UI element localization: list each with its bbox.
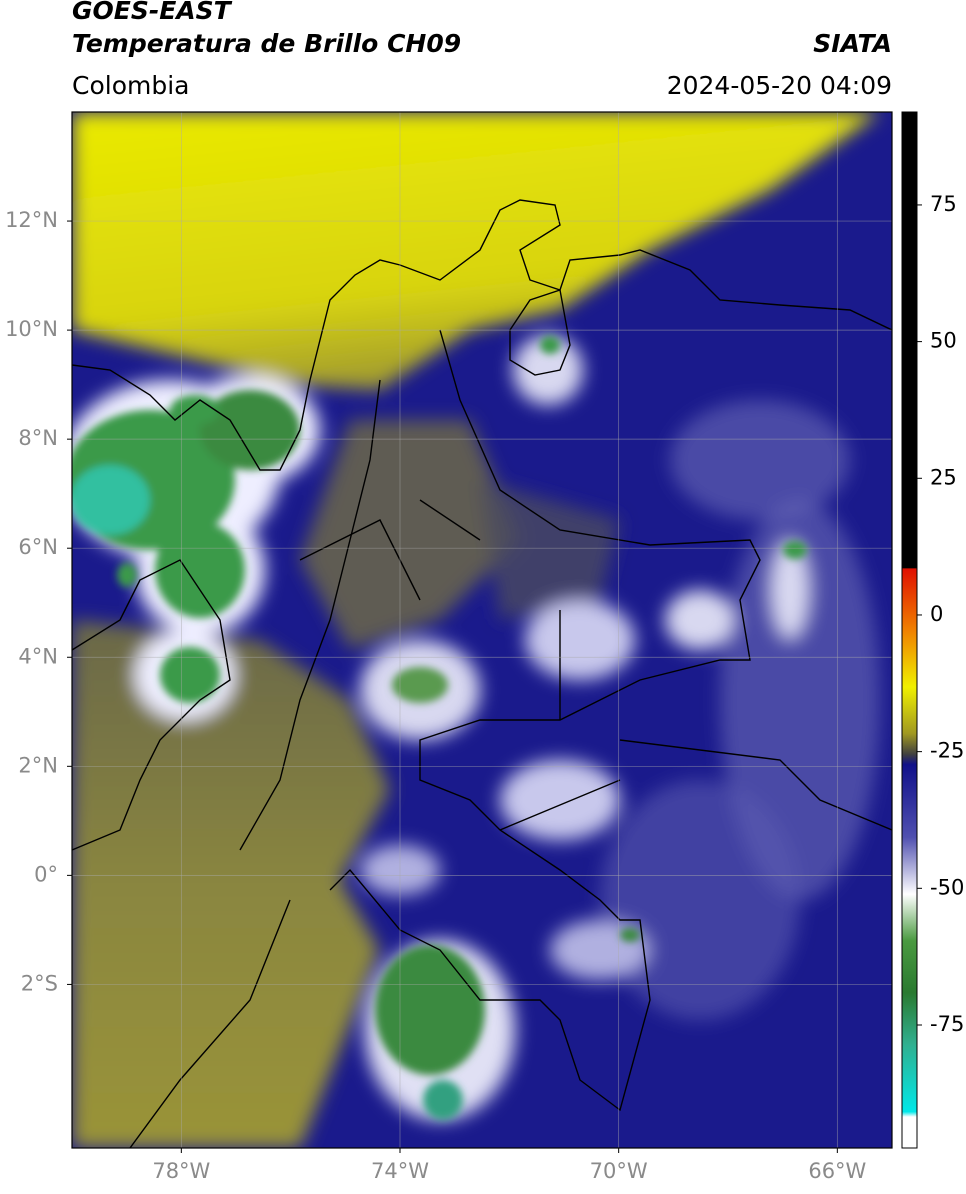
colorbar-tick-label: 50 — [930, 329, 957, 353]
title: GOES-EAST — [72, 0, 233, 25]
y-tick-label: 2°S — [21, 971, 58, 995]
colorbar-tick-label: 0 — [930, 602, 943, 626]
colorbar-tick-label: -75 — [930, 1012, 964, 1036]
y-tick-label: 0° — [34, 862, 58, 886]
x-tick-label: 74°W — [371, 1159, 429, 1183]
map-frame — [71, 111, 893, 1149]
y-tick-label: 12°N — [5, 208, 58, 232]
y-tick-label: 2°N — [18, 753, 58, 777]
colorbar — [901, 111, 918, 1149]
colorbar-tick-label: -25 — [930, 739, 964, 763]
colorbar-tick-label: -50 — [930, 875, 964, 899]
x-tick-label: 78°W — [152, 1159, 210, 1183]
colorbar-tick-label: 75 — [930, 192, 957, 216]
y-tick-label: 8°N — [18, 426, 58, 450]
x-tick-label: 70°W — [590, 1159, 648, 1183]
x-tick-label: 66°W — [808, 1159, 866, 1183]
y-tick-label: 10°N — [5, 317, 58, 341]
satellite-image — [72, 112, 892, 1148]
y-tick-label: 6°N — [18, 535, 58, 559]
colorbar-tick-label: 25 — [930, 465, 957, 489]
region: Colombia — [72, 71, 189, 100]
datetime: 2024-05-20 04:09 — [667, 71, 892, 100]
title: Temperatura de Brillo CH09 — [72, 29, 461, 58]
source: SIATA — [813, 29, 892, 58]
y-tick-label: 4°N — [18, 644, 58, 668]
